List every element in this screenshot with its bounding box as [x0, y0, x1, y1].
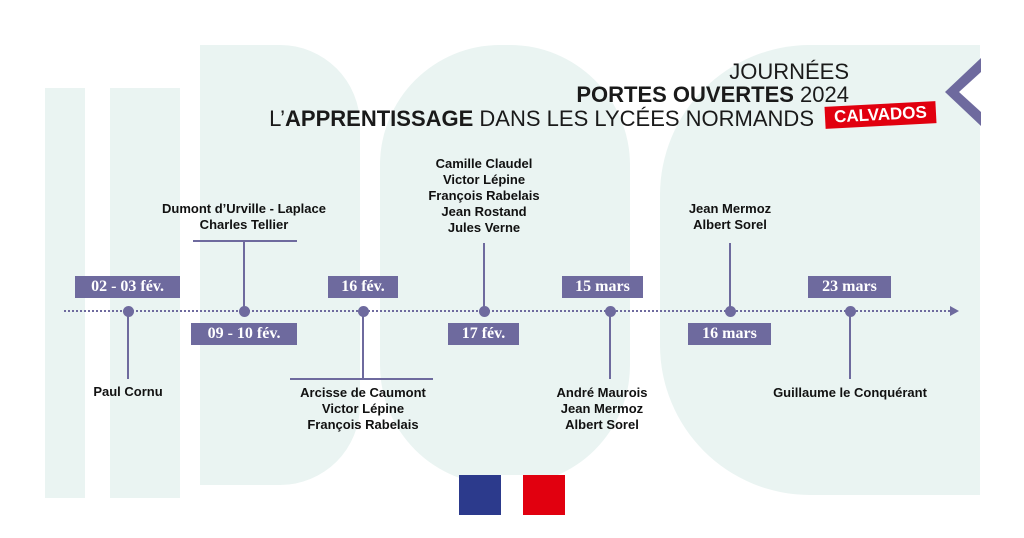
connector — [362, 311, 364, 379]
event-date: 16 mars — [688, 323, 771, 345]
chevron-left-icon — [945, 58, 981, 126]
connector — [849, 311, 851, 379]
event-date: 09 - 10 fév. — [191, 323, 297, 345]
title-line-2: PORTES OUVERTES 2024 — [576, 82, 849, 107]
connector-bar — [290, 378, 433, 380]
title-line-3: L’APPRENTISSAGE DANS LES LYCÉES NORMANDS — [269, 106, 814, 131]
event-date: 15 mars — [562, 276, 643, 298]
timeline-dot — [605, 306, 616, 317]
arrow-right-icon — [950, 306, 959, 316]
timeline-dot — [123, 306, 134, 317]
event-date: 23 mars — [808, 276, 891, 298]
event-schools: Paul Cornu — [93, 384, 163, 399]
event-schools: André Maurois Jean Mermoz Albert Sorel — [556, 385, 648, 432]
event-date: 17 fév. — [448, 323, 519, 345]
connector — [609, 311, 611, 379]
connector — [483, 243, 485, 311]
event-schools: Camille Claudel Victor Lépine François Rab… — [428, 156, 540, 235]
event-date: 16 fév. — [328, 276, 398, 298]
connector — [127, 311, 129, 379]
timeline-dot — [358, 306, 369, 317]
event-schools: Arcisse de Caumont Victor Lépine François … — [300, 385, 426, 432]
event-schools: Guillaume le Conquérant — [773, 385, 927, 400]
background-shape — [380, 45, 630, 485]
event-schools: Dumont d’Urville - Laplace Charles Tellie… — [162, 201, 326, 232]
timeline-axis — [64, 310, 954, 312]
event-schools: Jean Mermoz Albert Sorel — [688, 201, 772, 232]
republique-francaise-logo — [459, 475, 566, 515]
connector-bar — [193, 240, 297, 242]
timeline-dot — [845, 306, 856, 317]
timeline-dot — [725, 306, 736, 317]
event-date: 02 - 03 fév. — [75, 276, 180, 298]
connector — [729, 243, 731, 311]
timeline-dot — [479, 306, 490, 317]
connector — [243, 240, 245, 311]
background-shape — [200, 45, 360, 485]
title-line-1: JOURNÉES — [729, 59, 849, 84]
timeline-dot — [239, 306, 250, 317]
